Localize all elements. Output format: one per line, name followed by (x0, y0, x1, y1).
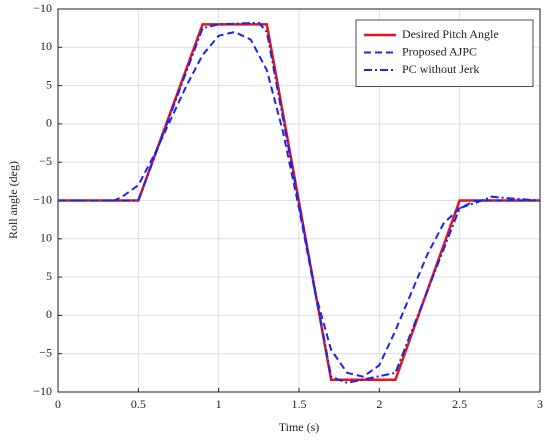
y-tick-label: −10 (33, 1, 52, 15)
legend-label: Proposed AJPC (402, 44, 477, 58)
series-line (58, 21, 541, 384)
y-tick-label: 10 (40, 231, 52, 245)
y-tick-label: −5 (39, 345, 52, 359)
series-line (58, 23, 540, 381)
x-tick-label: 0.5 (131, 397, 146, 411)
y-tick-label: 10 (40, 39, 52, 53)
legend-box (355, 19, 534, 87)
y-tick-label: −10 (33, 384, 52, 398)
y-tick-label: 5 (46, 269, 52, 283)
x-tick-label: 0 (55, 397, 61, 411)
x-tick-label: 1.5 (292, 397, 307, 411)
y-tick-label: 5 (46, 77, 52, 91)
y-axis-label: Roll angle (deg) (6, 161, 20, 239)
y-tick-label: −5 (39, 154, 52, 168)
x-tick-label: 2 (376, 397, 382, 411)
x-axis-label: Time (s) (279, 420, 320, 434)
y-tick-label: 0 (46, 116, 52, 130)
y-tick-label: −10 (33, 192, 52, 206)
x-tick-label: 1 (216, 397, 222, 411)
y-tick-label: 0 (46, 307, 52, 321)
legend-label: PC without Jerk (402, 62, 479, 76)
x-tick-label: 3 (537, 397, 543, 411)
x-tick-label: 2.5 (452, 397, 467, 411)
legend-label: Desired Pitch Angle (402, 27, 499, 41)
